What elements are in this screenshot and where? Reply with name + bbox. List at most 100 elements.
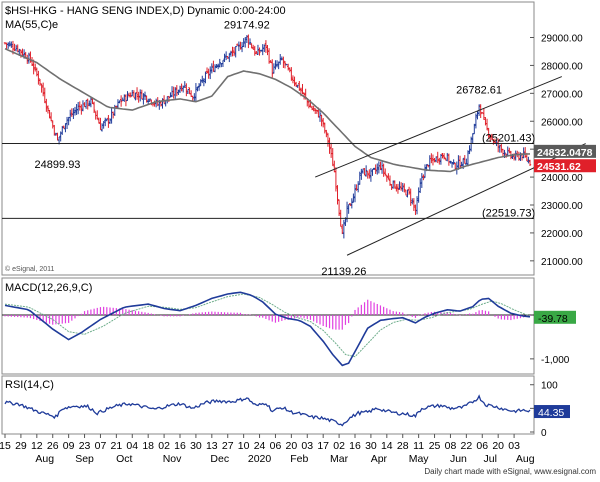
x-tick-label: 06	[270, 440, 282, 452]
price-tick-label: 26000.00	[541, 117, 583, 128]
price-bar	[398, 181, 401, 190]
price-bar	[452, 159, 455, 165]
price-bar	[379, 161, 382, 171]
price-bar	[263, 44, 266, 53]
price-bar	[342, 219, 346, 239]
price-bar	[337, 199, 341, 216]
price-bar	[430, 153, 433, 164]
price-bar	[527, 156, 530, 164]
price-bar	[360, 168, 363, 180]
price-bar	[395, 184, 398, 192]
price-bar	[261, 44, 264, 56]
price-bar	[406, 189, 409, 198]
price-bar	[197, 83, 201, 91]
macd-signal-line	[4, 293, 531, 358]
rsi-value-badge: 44.35	[534, 405, 570, 419]
price-tick-label: 28000.00	[541, 61, 583, 72]
x-month-label: Aug	[35, 453, 54, 465]
price-bar	[228, 53, 231, 63]
price-bar	[326, 133, 330, 147]
price-tick-label: 23000.00	[541, 201, 583, 212]
price-bar	[331, 148, 334, 167]
price-bar	[415, 196, 419, 215]
price-bar	[469, 136, 473, 152]
x-month-label: Feb	[290, 453, 308, 465]
price-bar	[84, 99, 88, 109]
price-bar	[237, 41, 241, 52]
price-bar	[129, 92, 132, 98]
price-bar	[6, 42, 10, 49]
x-tick-label: 20	[286, 440, 298, 452]
price-bar	[407, 186, 411, 195]
price-bar	[447, 153, 451, 166]
swing-label: 21139.26	[321, 266, 366, 278]
price-bar	[216, 63, 220, 70]
price-bar	[500, 143, 503, 153]
price-bar	[242, 38, 245, 47]
price-bar	[328, 137, 331, 154]
price-bar	[358, 171, 361, 185]
price-bar	[391, 180, 395, 189]
x-tick-label: 06	[476, 440, 488, 452]
price-bar	[442, 153, 446, 160]
price-bar	[96, 110, 99, 120]
price-bar	[463, 155, 466, 164]
x-tick-label: 09	[63, 440, 75, 452]
price-bar	[199, 79, 202, 86]
price-bar	[88, 100, 91, 107]
price-bar	[137, 91, 140, 103]
price-bar	[433, 158, 436, 163]
price-bar	[210, 63, 214, 74]
price-bar	[439, 154, 443, 165]
price-bar	[296, 84, 299, 88]
price-bar	[312, 105, 315, 112]
x-tick-label: 13	[206, 440, 218, 452]
price-bar	[213, 64, 217, 73]
x-month-label: Dec	[210, 453, 229, 465]
price-bar	[290, 67, 293, 81]
price-bar	[474, 113, 478, 129]
price-bar	[282, 56, 285, 68]
x-tick-label: 04	[126, 440, 138, 452]
x-tick-label: 12	[31, 440, 43, 452]
price-bar	[293, 76, 296, 87]
price-bar	[148, 98, 151, 102]
watermark: © eSignal, 2011	[5, 265, 55, 273]
level-label: (22519.73)	[482, 207, 535, 219]
price-bar	[196, 86, 199, 92]
price-bar	[215, 64, 218, 69]
price-bar	[258, 47, 261, 56]
price-bar	[248, 38, 252, 45]
macd-tick-label: -1,000	[541, 355, 570, 366]
x-tick-label: 18	[142, 440, 154, 452]
price-tick-label: 27000.00	[541, 89, 583, 100]
price-bar	[388, 175, 392, 186]
price-bar	[231, 46, 234, 57]
price-badge: 24531.62	[534, 159, 596, 173]
price-bar	[310, 105, 314, 111]
price-bar	[366, 171, 369, 179]
price-bar	[374, 164, 377, 174]
x-tick-label: 30	[365, 440, 377, 452]
price-bar	[364, 165, 368, 177]
price-bar	[194, 83, 198, 102]
macd-value-badge: -39.78	[534, 310, 576, 325]
price-bar	[205, 67, 209, 74]
price-bar	[167, 95, 171, 102]
price-bar	[49, 112, 53, 122]
price-bar	[174, 87, 177, 100]
price-bar	[372, 167, 376, 170]
price-bar	[441, 152, 444, 159]
price-title: $HSI-HKG - HANG SENG INDEX,D) Dynamic 0:…	[5, 5, 286, 17]
level-label: (25201.43)	[482, 133, 535, 145]
price-bar	[92, 101, 96, 114]
price-bar	[404, 189, 408, 196]
price-bar	[353, 184, 357, 203]
price-bar	[487, 127, 490, 139]
price-bar	[244, 37, 247, 48]
price-bar	[285, 64, 288, 66]
price-bar	[102, 121, 105, 129]
price-bar	[387, 173, 390, 180]
price-bar	[202, 78, 206, 87]
x-tick-label: 07	[95, 440, 107, 452]
